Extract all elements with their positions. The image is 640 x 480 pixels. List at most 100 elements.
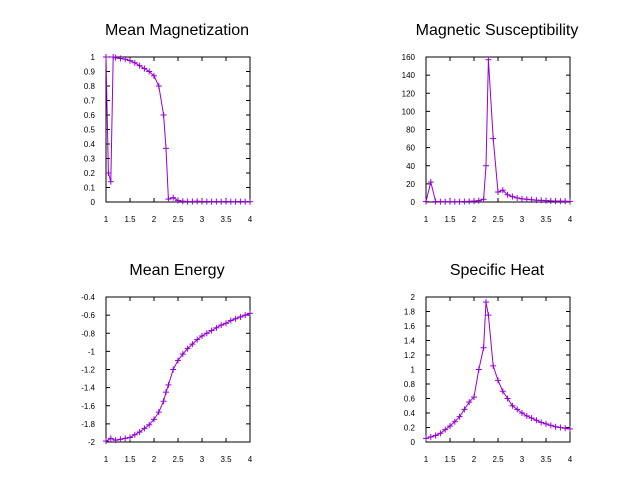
data-point <box>122 56 129 63</box>
y-tick-label: 0.8 <box>404 380 416 389</box>
data-point <box>543 420 549 427</box>
data-point <box>437 430 444 437</box>
y-tick-label: 0.4 <box>84 140 96 149</box>
data-point <box>427 179 434 186</box>
data-point <box>495 189 501 196</box>
x-tick-label: 1.5 <box>444 455 456 464</box>
x-tick-label: 4 <box>568 455 573 464</box>
data-point <box>528 415 535 422</box>
x-tick-label: 2 <box>472 215 477 224</box>
data-point <box>423 198 429 205</box>
plot-frame <box>425 56 571 203</box>
y-tick-label: 0.2 <box>84 169 96 178</box>
data-point <box>103 54 109 60</box>
x-tick-label: 1 <box>104 215 109 224</box>
data-point <box>456 413 463 420</box>
y-tick-label: 160 <box>402 53 416 62</box>
y-tick-label: 0.8 <box>84 82 96 91</box>
y-tick-label: 0.6 <box>404 395 416 404</box>
data-point <box>533 417 540 424</box>
data-point <box>504 395 511 402</box>
series-line <box>105 56 250 203</box>
y-tick-label: 1.6 <box>404 322 416 331</box>
data-point <box>242 312 249 319</box>
data-point <box>170 194 177 201</box>
data-point <box>127 57 133 64</box>
y-tick-label: 120 <box>402 89 416 98</box>
data-point <box>523 412 530 419</box>
x-tick-label: 4 <box>568 215 573 224</box>
data-point <box>227 317 234 324</box>
x-tick-label: 2.5 <box>492 455 504 464</box>
data-point <box>122 435 129 442</box>
data-point <box>146 421 153 428</box>
x-tick-label: 3 <box>520 215 525 224</box>
data-point <box>112 54 119 61</box>
x-tick-label: 3.5 <box>540 215 552 224</box>
data-point <box>475 366 482 373</box>
x-tick-label: 4 <box>248 455 253 464</box>
data-point <box>475 197 482 204</box>
y-tick-label: -1.6 <box>81 402 95 411</box>
data-point <box>175 357 181 364</box>
data-point <box>107 435 114 442</box>
data-point <box>567 425 573 432</box>
y-tick-label: -0.8 <box>81 329 95 338</box>
data-point <box>514 406 521 413</box>
chart-title: Mean Energy <box>129 262 224 279</box>
data-point <box>232 315 239 322</box>
data-point <box>490 362 497 369</box>
x-tick-label: 3 <box>200 455 205 464</box>
data-point <box>107 178 114 185</box>
data-point <box>499 187 506 194</box>
y-tick-label: -0.4 <box>81 293 95 302</box>
data-point <box>471 394 477 401</box>
data-point <box>547 422 554 429</box>
panel-energy: Mean Energy 1 1.5 2 2.5 3 3.5 4 -2 -1.8 -1.6 -1.4 -1… <box>81 262 253 464</box>
data-point <box>131 59 138 66</box>
data-point <box>483 162 489 169</box>
data-point <box>485 56 492 63</box>
plot-frame <box>425 296 571 443</box>
y-tick-label: -1 <box>88 347 96 356</box>
data-point <box>103 438 109 445</box>
data-point <box>194 336 201 343</box>
data-point <box>237 313 244 320</box>
data-point <box>519 410 525 416</box>
data-point <box>163 389 169 396</box>
chart-title: Specific Heat <box>450 262 545 279</box>
data-point <box>105 170 112 176</box>
data-point <box>483 299 489 306</box>
data-point <box>247 198 253 205</box>
data-point <box>427 433 434 440</box>
data-point <box>442 426 449 433</box>
x-tick-label: 2 <box>152 215 157 224</box>
data-point <box>184 345 191 352</box>
data-point <box>165 381 172 388</box>
x-tick-label: 3 <box>200 215 205 224</box>
data-point <box>141 425 148 432</box>
data-point <box>160 398 167 405</box>
data-point <box>131 431 138 438</box>
y-tick-label: 0.1 <box>84 184 96 193</box>
data-point <box>567 198 573 205</box>
data-point <box>490 135 497 142</box>
data-point <box>557 424 564 431</box>
y-tick-label: 1.4 <box>404 337 416 346</box>
data-point <box>480 196 487 203</box>
data-point <box>218 322 225 329</box>
y-tick-label: -1.8 <box>81 420 95 429</box>
x-tick-label: 2.5 <box>172 455 184 464</box>
data-point <box>213 324 220 331</box>
data-point <box>485 312 492 319</box>
data-point <box>175 197 181 204</box>
data-point <box>509 402 516 409</box>
y-tick-label: 0 <box>411 438 416 447</box>
x-tick-label: 1.5 <box>124 215 136 224</box>
data-point <box>495 377 501 384</box>
data-point <box>451 418 458 425</box>
y-tick-label: 20 <box>406 180 415 189</box>
data-point <box>509 193 516 200</box>
y-tick-label: 0 <box>411 198 416 207</box>
y-tick-label: 1.2 <box>404 351 416 360</box>
